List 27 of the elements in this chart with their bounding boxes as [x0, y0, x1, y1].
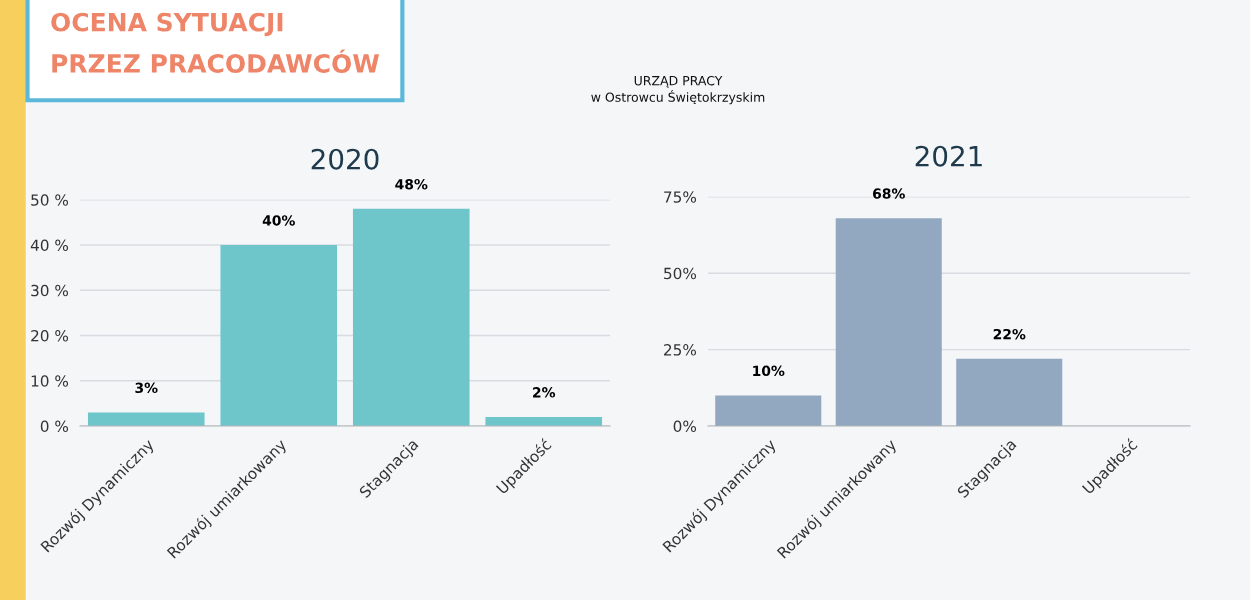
- data-label: 22%: [993, 328, 1026, 340]
- text: OCENA SYTUACJI PRZEZ PRACODAWCÓW: [51, 12, 380, 73]
- y-tick-label: 20 %: [31, 329, 69, 342]
- bar: [87, 412, 205, 426]
- data-label: 68%: [872, 188, 905, 199]
- data-label: 10%: [753, 365, 785, 377]
- y-tick-label: 50%: [664, 267, 697, 280]
- y-tick-label: 75%: [664, 191, 697, 203]
- chart-title: 2021: [915, 145, 982, 167]
- text: URZĄD PRACY w Ostrowcu Świętokrzyskim: [591, 75, 765, 105]
- y-tick-label: 40 %: [30, 239, 69, 252]
- y-tick-label: 0%: [673, 420, 697, 433]
- y-tick-label: 25%: [664, 344, 697, 356]
- data-label: 40%: [262, 215, 295, 226]
- y-tick-label: 30 %: [31, 284, 69, 297]
- bar: [220, 245, 338, 426]
- data-label: 2%: [533, 387, 556, 398]
- data-label: 3%: [135, 382, 158, 394]
- bar: [835, 218, 942, 426]
- y-tick-label: 10 %: [31, 375, 69, 387]
- bar: [715, 395, 822, 426]
- chart-title: 2020: [311, 148, 379, 170]
- y-tick-label: 50 %: [31, 194, 69, 206]
- bar: [352, 208, 470, 426]
- bar: [956, 358, 1063, 426]
- y-tick-label: 0 %: [40, 420, 69, 433]
- data-label: 48%: [395, 178, 428, 190]
